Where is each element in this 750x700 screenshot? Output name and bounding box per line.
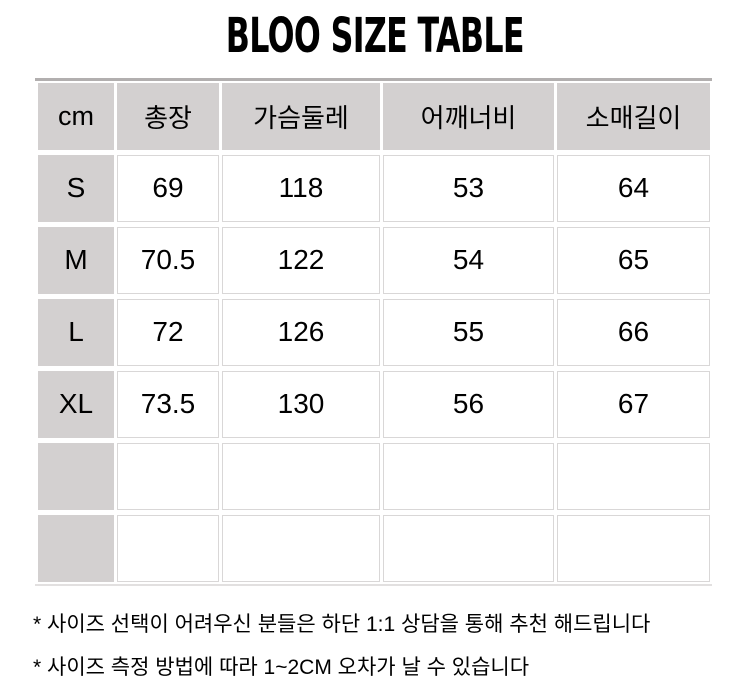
value-cell bbox=[222, 442, 380, 510]
value-cell: 55 bbox=[383, 298, 554, 366]
size-table-container: cm 총장 가슴둘레 어깨너비 소매길이 S 69 118 53 64 M 70… bbox=[35, 77, 713, 587]
footnotes: * 사이즈 선택이 어려우신 분들은 하단 1:1 상담을 통해 추천 해드립니… bbox=[33, 612, 750, 682]
size-label bbox=[38, 442, 114, 510]
value-cell: 53 bbox=[383, 154, 554, 222]
page-title: BLOO SIZE TABLE bbox=[225, 8, 525, 64]
size-label: L bbox=[38, 298, 114, 366]
value-cell: 70.5 bbox=[117, 226, 219, 294]
value-cell bbox=[557, 514, 710, 582]
table-row-empty-1 bbox=[38, 442, 710, 510]
value-cell: 73.5 bbox=[117, 370, 219, 438]
page-title-row: BLOO SIZE TABLE bbox=[0, 0, 750, 66]
size-label: S bbox=[38, 154, 114, 222]
size-label: M bbox=[38, 226, 114, 294]
unit-header-cell: cm bbox=[38, 82, 114, 150]
value-cell: 66 bbox=[557, 298, 710, 366]
column-header-total-length: 총장 bbox=[117, 82, 219, 150]
table-row-l: L 72 126 55 66 bbox=[38, 298, 710, 366]
value-cell: 130 bbox=[222, 370, 380, 438]
value-cell: 72 bbox=[117, 298, 219, 366]
column-header-shoulder: 어깨너비 bbox=[383, 82, 554, 150]
value-cell: 64 bbox=[557, 154, 710, 222]
value-cell: 65 bbox=[557, 226, 710, 294]
column-header-chest: 가슴둘레 bbox=[222, 82, 380, 150]
value-cell bbox=[557, 442, 710, 510]
value-cell: 67 bbox=[557, 370, 710, 438]
value-cell bbox=[117, 442, 219, 510]
table-row-s: S 69 118 53 64 bbox=[38, 154, 710, 222]
table-row-xl: XL 73.5 130 56 67 bbox=[38, 370, 710, 438]
size-label bbox=[38, 514, 114, 582]
value-cell bbox=[383, 514, 554, 582]
size-label: XL bbox=[38, 370, 114, 438]
value-cell: 54 bbox=[383, 226, 554, 294]
table-row-m: M 70.5 122 54 65 bbox=[38, 226, 710, 294]
value-cell: 69 bbox=[117, 154, 219, 222]
value-cell: 56 bbox=[383, 370, 554, 438]
table-header-row: cm 총장 가슴둘레 어깨너비 소매길이 bbox=[38, 82, 710, 150]
footnote-measure-tolerance: * 사이즈 측정 방법에 따라 1~2CM 오차가 날 수 있습니다 bbox=[33, 655, 530, 679]
value-cell: 126 bbox=[222, 298, 380, 366]
value-cell bbox=[117, 514, 219, 582]
footnote-size-consult: * 사이즈 선택이 어려우신 분들은 하단 1:1 상담을 통해 추천 해드립니… bbox=[33, 612, 651, 636]
value-cell bbox=[383, 442, 554, 510]
value-cell: 122 bbox=[222, 226, 380, 294]
value-cell: 118 bbox=[222, 154, 380, 222]
column-header-sleeve: 소매길이 bbox=[557, 82, 710, 150]
value-cell bbox=[222, 514, 380, 582]
table-row-empty-2 bbox=[38, 514, 710, 582]
size-table: cm 총장 가슴둘레 어깨너비 소매길이 S 69 118 53 64 M 70… bbox=[35, 78, 713, 587]
